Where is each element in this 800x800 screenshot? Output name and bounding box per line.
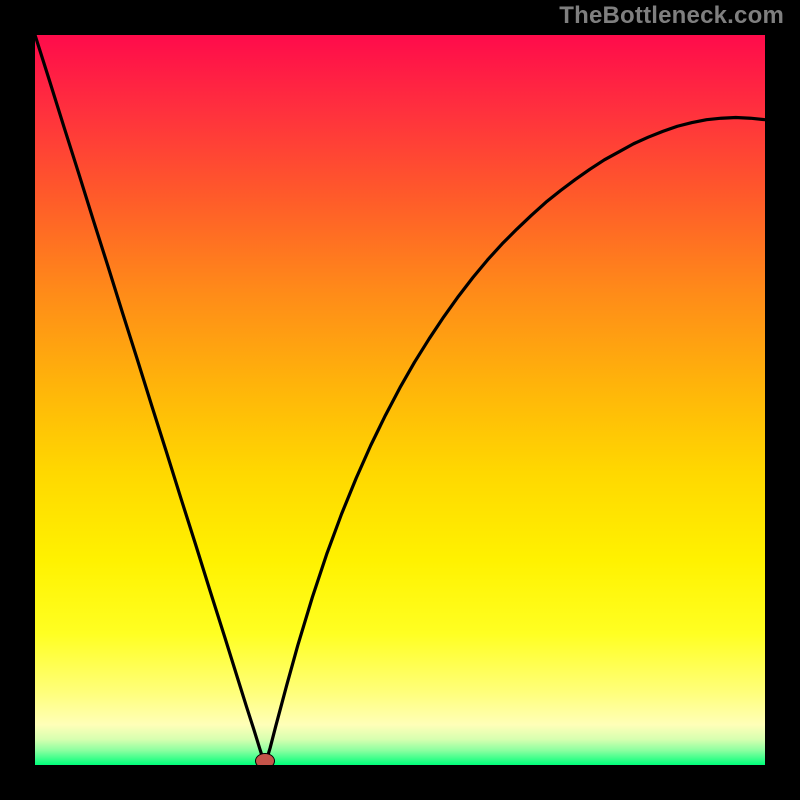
plot-area <box>35 35 765 765</box>
chart-stage: TheBottleneck.com <box>0 0 800 800</box>
watermark-text: TheBottleneck.com <box>559 2 784 30</box>
cusp-marker <box>255 753 275 765</box>
bottleneck-curve <box>35 35 765 765</box>
